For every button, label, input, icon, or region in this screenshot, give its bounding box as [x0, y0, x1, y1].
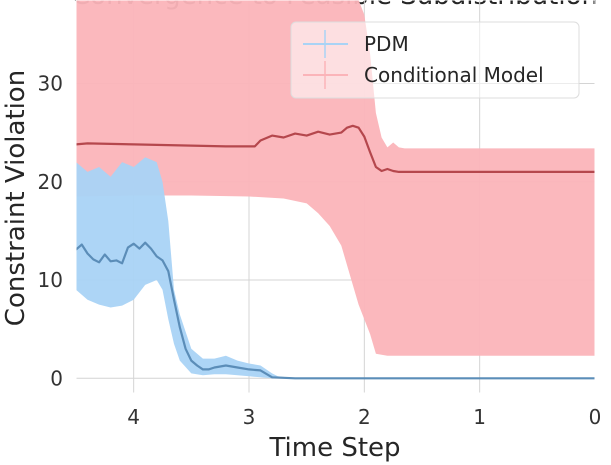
legend-entry-pdm: PDM [303, 30, 409, 58]
legend-entry-conditional-model: Conditional Model [303, 61, 544, 89]
y-axis-label: Constraint Violation [1, 70, 31, 326]
y-tick-labels: 0 10 20 30 [38, 72, 63, 391]
line-conditional-model [76, 124, 595, 173]
band-pdm [76, 157, 595, 379]
y-tick-label: 0 [50, 366, 63, 390]
series-lines [76, 124, 595, 380]
y-tick-label: 10 [38, 268, 63, 292]
x-tick-label: 0 [589, 405, 602, 429]
legend-label-pdm: PDM [364, 32, 409, 56]
x-tick-label: 4 [127, 405, 140, 429]
x-tick-label: 2 [358, 405, 371, 429]
legend-box [290, 21, 580, 99]
y-tick-label: 30 [38, 72, 63, 96]
legend: PDM Conditional Model [290, 21, 580, 99]
y-tick-label: 20 [38, 170, 63, 194]
band-conditional-model [76, 0, 595, 356]
uncertainty-bands [76, 0, 595, 379]
legend-label-conditional-model: Conditional Model [364, 63, 544, 87]
x-tick-label: 3 [243, 405, 256, 429]
x-tick-labels: 4 3 2 1 0 [127, 405, 601, 429]
x-tick-label: 1 [473, 405, 486, 429]
line-pdm [76, 241, 595, 380]
x-axis-label: Time Step [268, 433, 400, 463]
plot-area-border [75, 0, 596, 394]
